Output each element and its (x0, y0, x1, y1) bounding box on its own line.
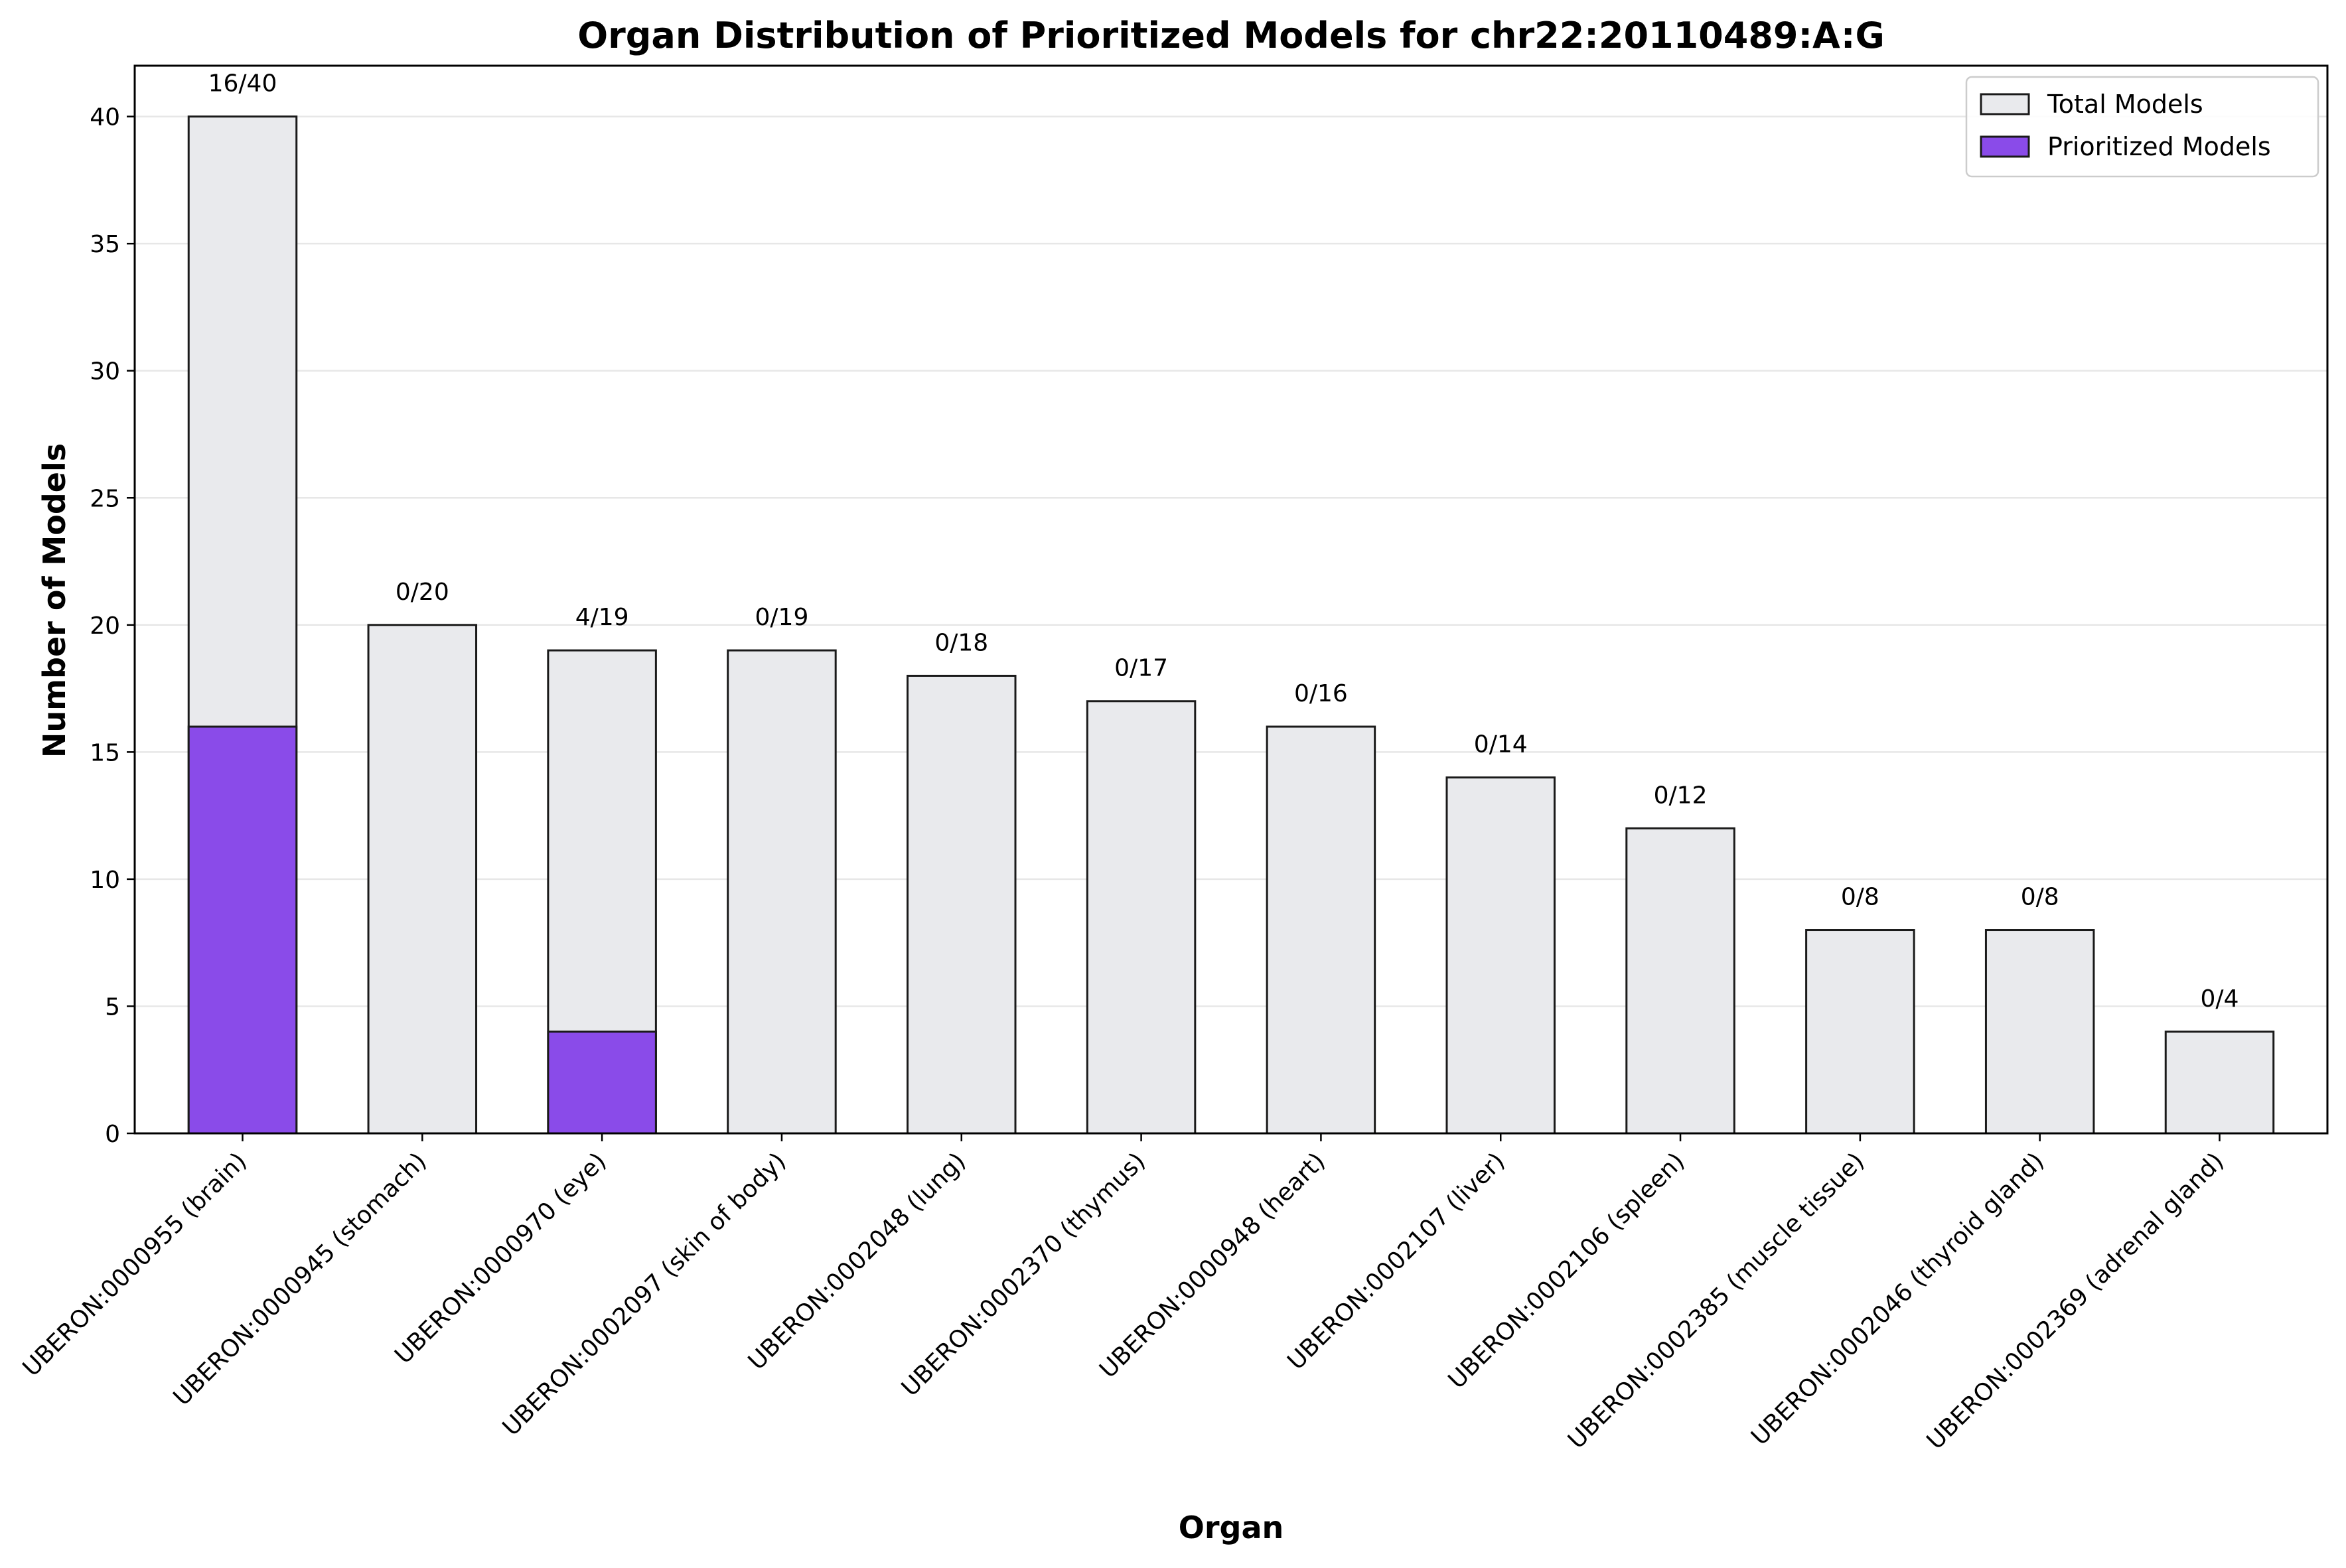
y-tick-label: 5 (105, 993, 120, 1021)
bar-total-models (1445, 776, 1556, 1135)
y-axis-label: Number of Models (37, 443, 72, 758)
bar-total-models (2164, 1031, 2275, 1135)
y-axis: 0 5 10 15 20 25 30 35 40 (90, 104, 135, 1148)
legend-swatch (1980, 93, 2030, 115)
data-label: 0/14 (1474, 731, 1528, 758)
data-label: 0/18 (934, 629, 988, 656)
y-tick-label: 10 (90, 867, 120, 894)
bar-total-models (367, 624, 478, 1135)
bar-total-models (907, 674, 1017, 1135)
bar-total-models (1625, 827, 1735, 1135)
legend-label: Total Models (2047, 90, 2203, 119)
y-tick-label: 25 (90, 485, 120, 512)
y-tick-label: 30 (90, 358, 120, 386)
y-tick-label: 15 (90, 739, 120, 766)
y-tick-label: 0 (105, 1121, 120, 1148)
data-label: 0/17 (1114, 655, 1168, 682)
y-tick-label: 35 (90, 231, 120, 258)
bars (187, 115, 2275, 1135)
bar-total-models (1984, 929, 2095, 1135)
data-label: 0/19 (755, 604, 809, 631)
bar-prioritized-models (547, 1031, 657, 1135)
data-label: 0/20 (396, 579, 449, 606)
bar-total-models (1266, 725, 1376, 1135)
y-tick-label: 20 (90, 612, 120, 640)
data-label: 0/12 (1654, 782, 1708, 809)
data-label: 0/8 (1841, 884, 1879, 911)
legend: Total Models Prioritized Models (1965, 76, 2319, 178)
data-label: 0/16 (1294, 680, 1348, 707)
data-labels: 16/40 0/20 4/19 0/19 0/18 0/17 0/16 0/14 0/12 0/8… (208, 70, 2239, 1013)
chart-title: Organ Distribution of Prioritized Models… (577, 15, 1885, 56)
bar-total-models (1805, 929, 1915, 1135)
data-label: 0/8 (2021, 884, 2059, 911)
legend-label: Prioritized Models (2047, 132, 2271, 161)
legend-swatch (1980, 135, 2030, 158)
data-label: 0/4 (2201, 985, 2239, 1013)
x-axis-label: Organ (1179, 1510, 1284, 1545)
plot-frame (133, 64, 2329, 1135)
data-label: 4/19 (575, 604, 629, 631)
data-label: 16/40 (208, 70, 277, 98)
bar-total-models (1086, 700, 1197, 1135)
bar-prioritized-models (187, 725, 298, 1135)
y-tick-label: 40 (90, 104, 120, 131)
legend-box (1965, 76, 2319, 178)
bar-total-models (727, 649, 837, 1135)
